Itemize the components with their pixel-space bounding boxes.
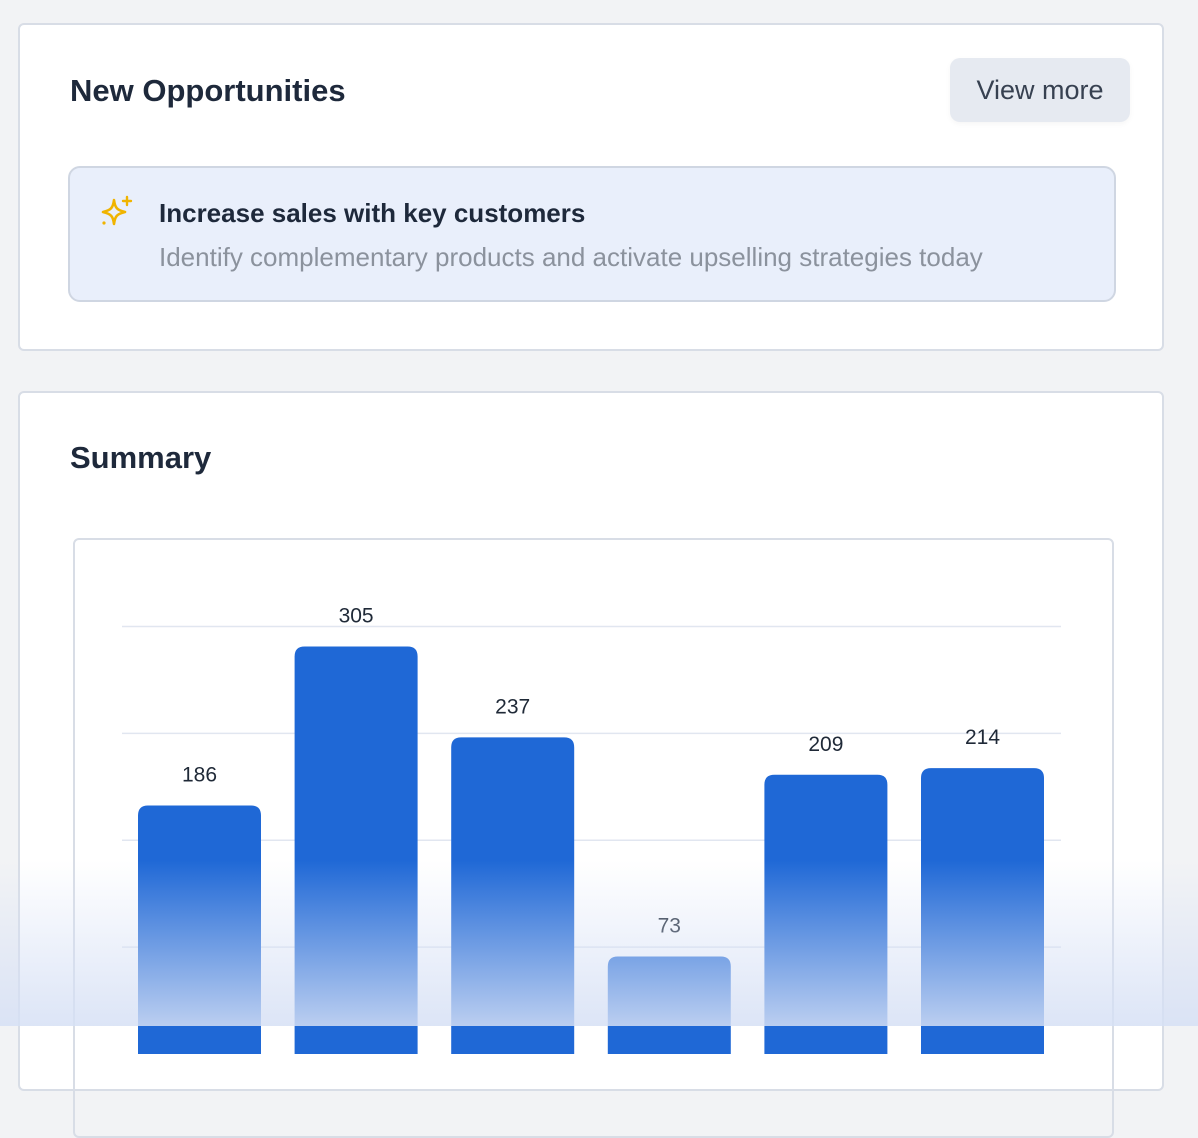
banner-title: Increase sales with key customers: [159, 198, 586, 228]
data-label: 73: [658, 914, 681, 937]
card-title: New Opportunities: [70, 73, 346, 108]
banner-subtitle: Identify complementary products and acti…: [159, 242, 983, 272]
new-opportunities-card: New Opportunities View more Increase sal…: [18, 23, 1164, 351]
bar[interactable]: [138, 805, 261, 1054]
data-label: 237: [495, 695, 530, 718]
summary-card: Summary 186 305 237 73 209 214: [18, 391, 1164, 1138]
data-label: 305: [339, 605, 374, 628]
chart-container: 186 305 237 73 209 214: [73, 538, 1114, 1138]
bar[interactable]: [607, 956, 731, 1054]
bar[interactable]: [294, 646, 418, 1054]
bar[interactable]: [451, 737, 575, 1054]
bar-chart: 186 305 237 73 209 214: [122, 605, 1061, 1054]
data-label: 209: [808, 733, 843, 756]
sparkle-icon: [101, 195, 133, 226]
bar[interactable]: [764, 774, 888, 1054]
card-title: Summary: [70, 440, 212, 475]
opportunity-banner[interactable]: Increase sales with key customers Identi…: [68, 166, 1116, 302]
data-label: 186: [182, 764, 217, 787]
view-more-button[interactable]: View more: [950, 58, 1130, 122]
bar[interactable]: [921, 768, 1044, 1054]
data-label: 214: [965, 726, 1000, 749]
